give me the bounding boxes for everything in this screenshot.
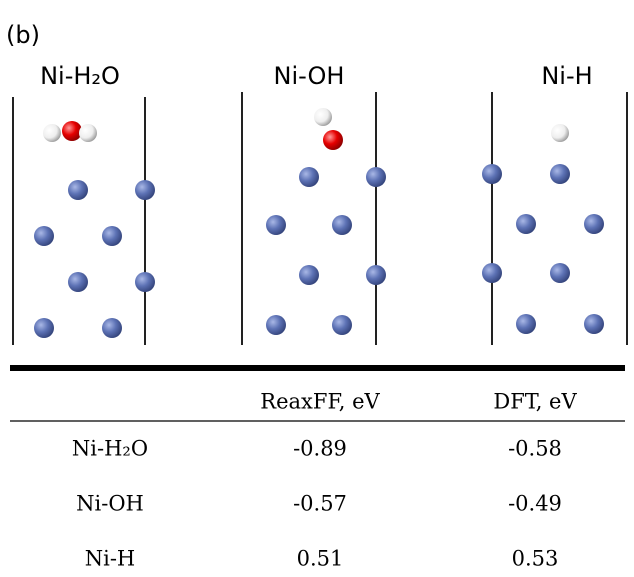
- cell-value: -0.49: [508, 492, 562, 516]
- row-label: Ni-H₂O: [72, 437, 148, 461]
- ni-atom: [366, 167, 386, 187]
- ni-atom: [135, 272, 155, 292]
- o-atom: [62, 121, 82, 141]
- cell-value: -0.58: [508, 437, 562, 461]
- ni-atom: [135, 180, 155, 200]
- ni-atom: [550, 164, 570, 184]
- ni-atom: [332, 315, 352, 335]
- o-atom: [323, 130, 343, 150]
- structure-title: Ni-H: [541, 62, 592, 90]
- row-label: Ni-H: [85, 547, 136, 571]
- ni-atom: [34, 226, 54, 246]
- ni-atom: [482, 263, 502, 283]
- h-atom: [551, 124, 569, 142]
- cell-value: -0.89: [293, 437, 347, 461]
- ni-atom: [266, 215, 286, 235]
- h-atom: [314, 108, 332, 126]
- ni-atom: [482, 164, 502, 184]
- ni-atom: [584, 314, 604, 334]
- column-header: ReaxFF, eV: [260, 390, 380, 414]
- ni-atom: [299, 167, 319, 187]
- structure-title: Ni-H₂O: [40, 62, 120, 90]
- ni-atom: [102, 226, 122, 246]
- ni-atom: [366, 265, 386, 285]
- ni-atom: [516, 214, 536, 234]
- ni-atom: [68, 180, 88, 200]
- h-atom: [43, 124, 61, 142]
- ni-atom: [516, 314, 536, 334]
- atoms: [34, 108, 604, 338]
- ni-atom: [332, 215, 352, 235]
- cell-borders: [13, 92, 627, 345]
- figure: (b) Ni-H₂O Ni-OH Ni-H ReaxFF, eV DFT, eV…: [0, 0, 634, 577]
- cell-value: 0.51: [297, 547, 344, 571]
- ni-atom: [266, 315, 286, 335]
- ni-atom: [299, 265, 319, 285]
- ni-atom: [550, 263, 570, 283]
- h-atom: [79, 124, 97, 142]
- ni-atom: [68, 272, 88, 292]
- ni-atom: [584, 214, 604, 234]
- column-header: DFT, eV: [493, 390, 577, 414]
- cell-value: 0.53: [512, 547, 559, 571]
- cell-value: -0.57: [293, 492, 347, 516]
- ni-atom: [102, 318, 122, 338]
- panel-label: (b): [6, 21, 40, 49]
- structure-title: Ni-OH: [274, 62, 345, 90]
- ni-atom: [34, 318, 54, 338]
- row-label: Ni-OH: [76, 492, 144, 516]
